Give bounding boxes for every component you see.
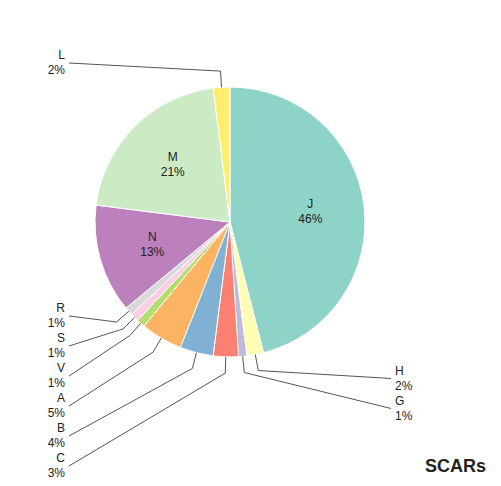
slice <box>213 87 230 222</box>
leader-line <box>69 357 226 466</box>
slice-value-label: 13% <box>140 245 164 259</box>
slice-value-label: 21% <box>161 165 185 179</box>
slice-value-label: 2% <box>395 379 413 393</box>
slice-category-label: C <box>56 451 65 465</box>
chart-svg: J46%N13%M21%H2%G1%C3%B4%A5%V1%S1%R1%L2%S… <box>0 0 501 486</box>
leader-line <box>69 311 129 322</box>
slice-category-label: J <box>307 197 313 211</box>
slice <box>95 205 230 308</box>
leader-line <box>69 338 161 406</box>
slice <box>96 88 230 222</box>
slice-category-label: V <box>57 361 65 375</box>
slice-category-label: H <box>395 364 404 378</box>
leader-line <box>69 323 141 376</box>
slice-category-label: G <box>395 394 404 408</box>
slice-category-label: L <box>58 48 65 62</box>
slice-category-label: M <box>168 150 178 164</box>
leader-line <box>69 317 135 346</box>
slice-category-label: N <box>148 230 157 244</box>
slice-value-label: 46% <box>298 212 322 226</box>
slice-value-label: 3% <box>48 466 66 480</box>
chart-title: SCARs <box>425 456 486 476</box>
slice-value-label: 1% <box>48 346 66 360</box>
labels: J46%N13%M21%H2%G1%C3%B4%A5%V1%S1%R1%L2% <box>48 48 413 480</box>
chart-container: J46%N13%M21%H2%G1%C3%B4%A5%V1%S1%R1%L2%S… <box>0 0 501 486</box>
leader-line <box>255 355 391 379</box>
slice-category-label: A <box>57 391 65 405</box>
slice-category-label: R <box>56 301 65 315</box>
slice-category-label: B <box>57 421 65 435</box>
slice-value-label: 1% <box>48 376 66 390</box>
slice-value-label: 1% <box>48 316 66 330</box>
pie: J46%N13%M21%H2%G1%C3%B4%A5%V1%S1%R1%L2% <box>48 48 413 480</box>
slice-value-label: 2% <box>48 63 66 77</box>
leader-line <box>243 356 391 408</box>
slice-value-label: 5% <box>48 406 66 420</box>
leader-line <box>69 63 222 87</box>
slice-category-label: S <box>57 331 65 345</box>
slice-value-label: 4% <box>48 436 66 450</box>
slices <box>95 87 365 357</box>
slice-value-label: 1% <box>395 409 413 423</box>
